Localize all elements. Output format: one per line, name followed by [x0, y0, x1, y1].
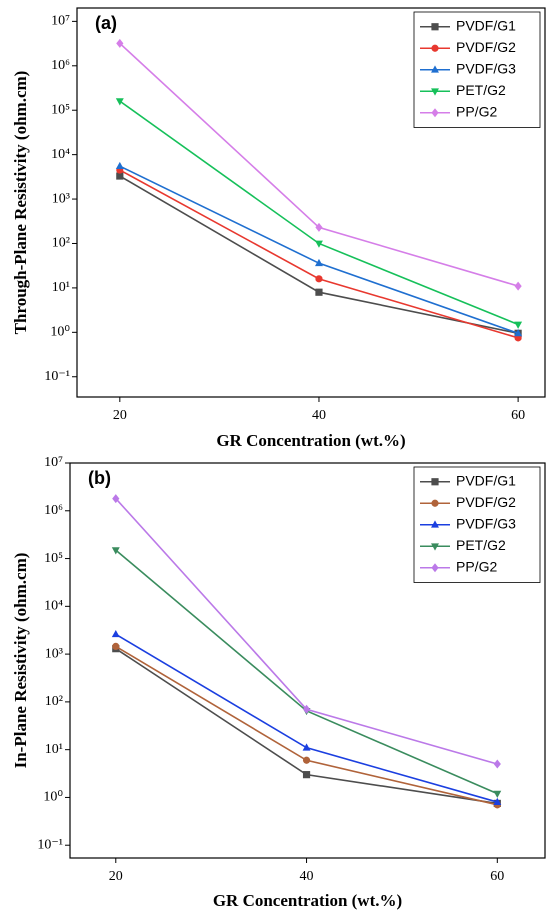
- x-axis-label: GR Concentration (wt.%): [216, 431, 405, 450]
- y-tick-label: 10⁴: [44, 599, 63, 614]
- legend-label: PVDF/G2: [456, 494, 516, 510]
- data-point: [514, 321, 523, 329]
- x-tick-label: 60: [490, 869, 504, 884]
- y-tick-label: 10²: [45, 694, 63, 709]
- legend-marker: [431, 478, 439, 486]
- series-line: [119, 175, 519, 335]
- x-tick-label: 40: [300, 869, 314, 884]
- x-tick-label: 20: [109, 869, 123, 884]
- data-point: [115, 98, 124, 106]
- legend-label: PP/G2: [456, 103, 497, 119]
- data-point: [116, 172, 124, 180]
- x-tick-label: 20: [113, 408, 127, 423]
- legend-label: PVDF/G1: [456, 17, 516, 33]
- legend-label: PET/G2: [456, 82, 506, 98]
- plot-frame: [76, 7, 546, 398]
- legend-marker: [431, 543, 439, 551]
- y-tick-label: 10³: [45, 646, 63, 661]
- legend-marker: [431, 563, 439, 573]
- data-point: [493, 759, 501, 769]
- y-tick-label: 10⁴: [51, 147, 70, 162]
- data-point: [302, 704, 311, 714]
- legend-marker: [431, 499, 439, 507]
- data-point: [112, 494, 120, 504]
- y-tick-label: 10⁻¹: [44, 369, 70, 384]
- legend-label: PVDF/G3: [456, 515, 516, 531]
- y-tick-label: 10⁶: [44, 503, 63, 518]
- series-line: [115, 645, 498, 806]
- y-tick-label: 10⁶: [51, 58, 70, 73]
- y-axis-label: Through-Plane Resistivity (ohm.cm): [11, 71, 30, 335]
- data-point: [315, 275, 323, 283]
- series-line: [119, 165, 519, 335]
- data-point: [315, 222, 323, 232]
- x-axis-label: GR Concentration (wt.%): [213, 891, 402, 910]
- y-tick-label: 10⁵: [51, 102, 70, 117]
- data-point: [514, 281, 522, 291]
- y-tick-label: 10⁰: [50, 325, 70, 340]
- data-point: [315, 258, 323, 267]
- legend-marker: [431, 65, 439, 73]
- data-point: [302, 771, 311, 779]
- y-tick-label: 10⁵: [44, 551, 63, 566]
- legend-label: PVDF/G3: [456, 60, 516, 76]
- legend-label: PVDF/G1: [456, 472, 516, 488]
- data-point: [116, 38, 124, 48]
- legend-marker: [431, 520, 439, 528]
- panel-label: (a): [95, 13, 117, 33]
- y-tick-label: 10¹: [45, 742, 63, 757]
- legend-marker: [431, 108, 439, 118]
- legend-marker: [431, 23, 439, 31]
- panel-label: (b): [88, 468, 111, 488]
- series-line: [115, 647, 498, 805]
- y-tick-label: 10³: [52, 191, 70, 206]
- legend-marker: [431, 44, 439, 52]
- data-point: [493, 797, 502, 805]
- legend-label: PET/G2: [456, 537, 506, 553]
- legend-marker: [431, 88, 439, 96]
- legend-label: PP/G2: [456, 558, 497, 574]
- data-point: [111, 547, 120, 555]
- data-point: [493, 790, 502, 798]
- y-tick-label: 10⁻¹: [37, 837, 63, 852]
- data-point: [315, 288, 323, 296]
- y-tick-label: 10¹: [52, 280, 70, 295]
- data-point: [112, 642, 120, 650]
- legend-label: PVDF/G2: [456, 39, 516, 55]
- x-tick-label: 40: [312, 408, 326, 423]
- plot-frame: [69, 462, 546, 859]
- y-tick-label: 10⁷: [44, 455, 63, 470]
- data-point: [115, 161, 124, 170]
- y-tick-label: 10²: [52, 236, 70, 251]
- data-point: [315, 240, 323, 248]
- y-axis-label: In-Plane Resistivity (ohm.cm): [11, 553, 30, 769]
- x-tick-label: 60: [511, 408, 525, 423]
- data-point: [302, 743, 311, 751]
- data-point: [514, 328, 523, 337]
- data-point: [302, 756, 311, 764]
- y-tick-label: 10⁰: [43, 790, 63, 805]
- data-point: [111, 629, 120, 638]
- y-tick-label: 10⁷: [51, 14, 70, 29]
